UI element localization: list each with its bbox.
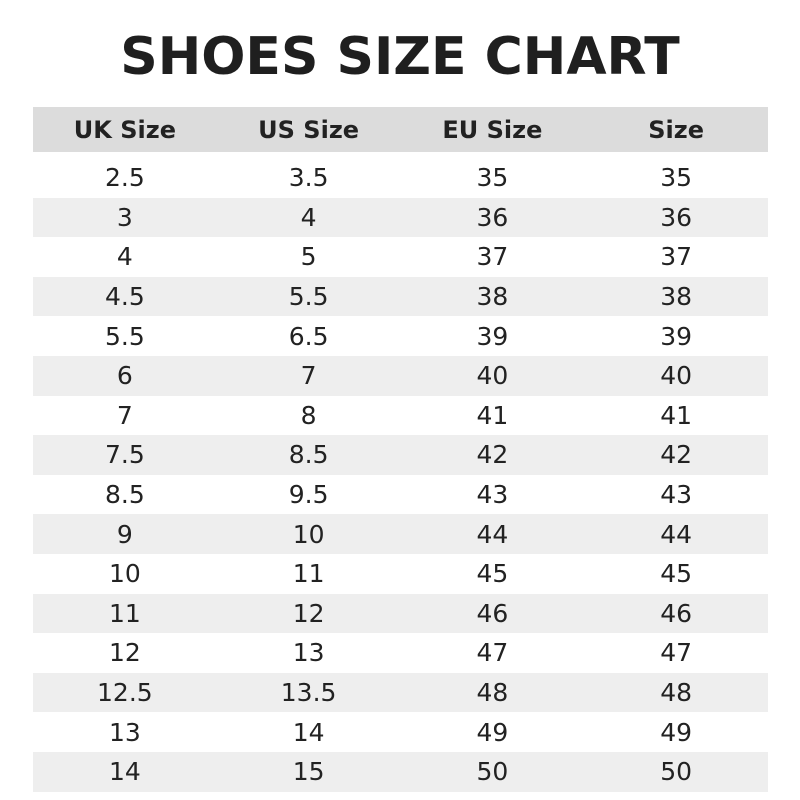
table-row: 5.5 6.5 39 39 (33, 316, 768, 356)
table-cell: 13 (108, 717, 141, 747)
table-cell: 9 (116, 519, 133, 549)
column-header: Size (648, 115, 704, 144)
table-cell: 12 (292, 598, 325, 628)
table-cell: 5.5 (104, 321, 145, 351)
table-cell: 5 (300, 242, 317, 272)
table-cell: 13.5 (280, 678, 337, 708)
table-cell: 41 (476, 400, 509, 430)
table-cell: 14 (108, 757, 141, 787)
table-row: 4 5 37 37 (33, 237, 768, 277)
table-cell: 46 (660, 598, 693, 628)
column-header: UK Size (73, 115, 176, 144)
table-cell: 42 (660, 440, 693, 470)
table-row: 4.5 5.5 38 38 (33, 276, 768, 317)
table-cell: 39 (660, 321, 693, 351)
table-cell: 13 (292, 638, 325, 668)
table-cell: 41 (660, 400, 693, 430)
table-cell: 35 (660, 163, 693, 193)
table-row: 2.5 3.5 35 35 (33, 158, 768, 198)
table-cell: 37 (660, 242, 693, 272)
table-cell: 14 (292, 717, 325, 747)
table-cell: 8.5 (104, 480, 145, 510)
table-cell: 4 (116, 242, 133, 272)
table-row: 14 15 50 50 (33, 751, 768, 792)
table-cell: 47 (660, 638, 693, 668)
table-cell: 2.5 (104, 163, 145, 193)
table-cell: 44 (660, 519, 693, 549)
table-row: 13 14 49 49 (33, 712, 768, 752)
column-header: EU Size (442, 115, 543, 144)
table-cell: 12.5 (97, 678, 153, 708)
size-table: UK Size US Size EU Size Size 2.5 3.5 35 35 3 4 36 3… (33, 107, 768, 792)
table-cell: 44 (476, 519, 509, 549)
table-cell: 11 (292, 559, 325, 589)
table-cell: 50 (476, 757, 509, 787)
table-cell: 10 (108, 559, 141, 589)
table-cell: 45 (476, 559, 509, 589)
table-row: 7 8 41 41 (33, 396, 768, 436)
table-row: 7.5 8.5 42 42 (33, 435, 768, 475)
table-cell: 38 (476, 282, 509, 312)
table-row: 9 10 44 44 (33, 514, 768, 554)
table-cell: 46 (476, 598, 509, 628)
table-cell: 40 (476, 361, 509, 391)
table-cell: 35 (476, 163, 509, 193)
table-cell: 4 (300, 202, 317, 232)
table-cell: 11 (108, 598, 141, 628)
table-cell: 8.5 (288, 440, 329, 470)
table-row: 12 13 47 47 (33, 633, 768, 673)
table-cell: 48 (660, 678, 693, 708)
table-cell: 7 (300, 361, 317, 391)
table-row: 8.5 9.5 43 43 (33, 475, 768, 515)
table-cell: 40 (660, 361, 693, 391)
table-cell: 49 (476, 717, 509, 747)
table-cell: 15 (292, 757, 325, 787)
table-cell: 9.5 (288, 480, 329, 510)
table-row: 10 11 45 45 (33, 554, 768, 594)
table-cell: 37 (476, 242, 509, 272)
table-cell: 43 (660, 480, 693, 510)
table-cell: 7.5 (104, 440, 145, 470)
table-row: 3 4 36 36 (33, 197, 768, 238)
table-cell: 7 (116, 400, 133, 430)
table-cell: 48 (476, 678, 509, 708)
table-cell: 5.5 (288, 282, 329, 312)
table-cell: 3 (116, 202, 133, 232)
table-cell: 49 (660, 717, 693, 747)
table-cell: 39 (476, 321, 509, 351)
table-cell: 4.5 (104, 282, 145, 312)
table-cell: 10 (292, 519, 325, 549)
table-cell: 42 (476, 440, 509, 470)
table-cell: 8 (300, 400, 317, 430)
table-cell: 12 (108, 638, 141, 668)
column-header: US Size (258, 115, 360, 144)
table-row: 6 7 40 40 (33, 355, 768, 396)
table-cell: 38 (660, 282, 693, 312)
table-cell: 43 (476, 480, 509, 510)
table-cell: 3.5 (288, 163, 329, 193)
table-cell: 45 (660, 559, 693, 589)
table-cell: 6 (116, 361, 133, 391)
table-row: 11 12 46 46 (33, 593, 768, 634)
table-cell: 47 (476, 638, 509, 668)
table-row: 12.5 13.5 48 48 (33, 672, 768, 713)
table-cell: 6.5 (288, 321, 329, 351)
table-cell: 50 (660, 757, 693, 787)
title: SHOES SIZE CHART (120, 27, 680, 87)
header-row: UK Size US Size EU Size Size (33, 107, 768, 152)
table-cell: 36 (476, 202, 509, 232)
table-cell: 36 (660, 202, 693, 232)
